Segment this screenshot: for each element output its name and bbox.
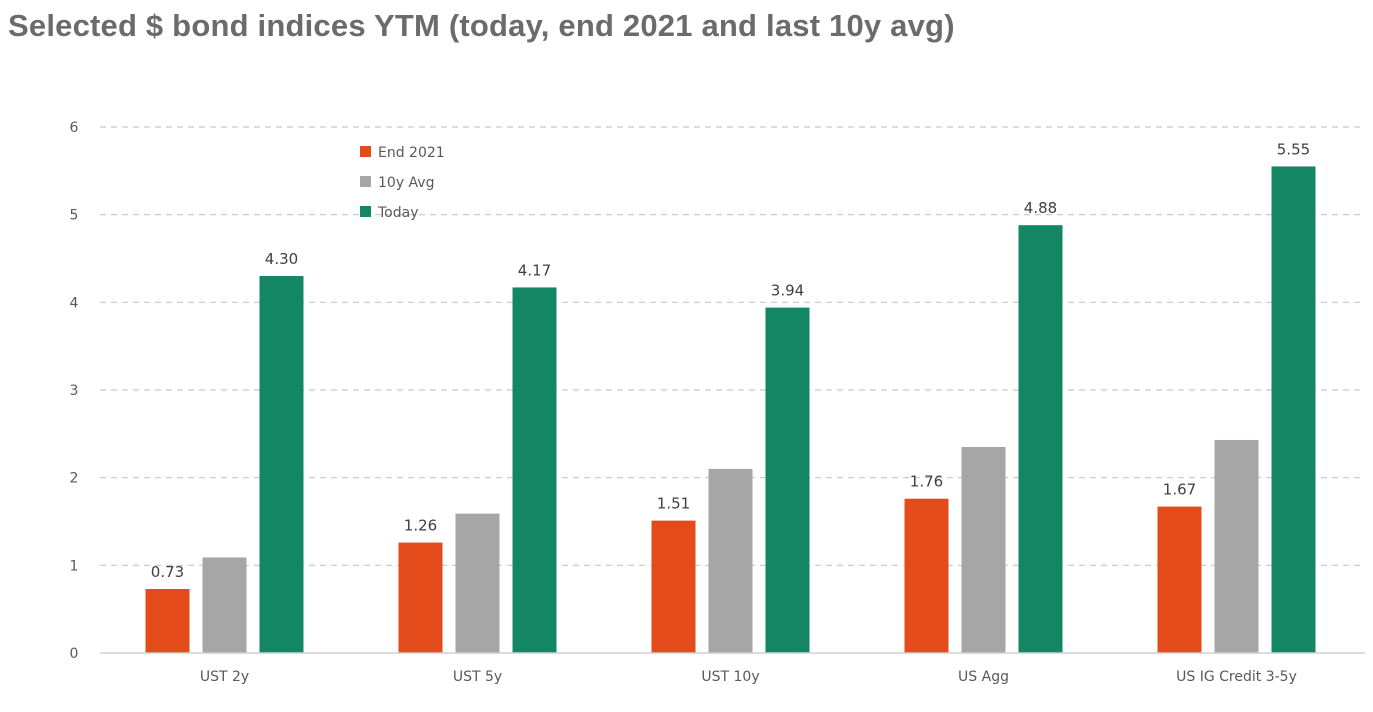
bar-today-4	[1271, 166, 1316, 653]
x-axis: UST 2y UST 5y UST 10y US Agg US IG Credit 3-…	[100, 652, 1365, 685]
data-label: 0.73	[151, 563, 184, 581]
legend-swatch	[360, 206, 371, 217]
bar-today-3	[1018, 225, 1063, 654]
y-tick-label: 6	[70, 120, 79, 136]
data-label: 4.30	[265, 250, 298, 268]
bar-end-2021-3	[904, 498, 949, 653]
legend: End 2021 10y Avg Today	[360, 145, 445, 221]
data-label: 4.17	[518, 261, 551, 279]
legend-entry: 10y Avg	[378, 175, 434, 191]
bar-10y-avg-4	[1214, 439, 1259, 653]
y-axis: 0 1 2 3 4 5 6	[70, 120, 79, 662]
y-tick-label: 5	[70, 208, 79, 224]
y-tick-label: 2	[70, 471, 79, 487]
data-label: 1.26	[404, 517, 437, 535]
y-tick-label: 1	[70, 558, 79, 574]
legend-entry: End 2021	[378, 145, 445, 161]
bar-today-2	[765, 307, 810, 653]
x-tick-label: UST 2y	[200, 669, 249, 685]
legend-swatch	[360, 176, 371, 187]
bar-10y-avg-3	[961, 446, 1006, 653]
legend-swatch	[360, 146, 371, 157]
data-label: 1.76	[910, 473, 943, 491]
data-label: 1.51	[657, 495, 690, 513]
data-label: 3.94	[771, 282, 804, 300]
bar-end-2021-4	[1157, 506, 1202, 653]
data-label: 5.55	[1277, 140, 1310, 158]
data-label: 1.67	[1163, 481, 1196, 499]
bar-10y-avg-1	[455, 513, 500, 653]
bar-10y-avg-0	[202, 557, 247, 653]
bar-10y-avg-2	[708, 468, 753, 653]
x-tick-label: UST 10y	[701, 669, 759, 685]
bar-end-2021-2	[651, 520, 696, 653]
bar-end-2021-1	[398, 542, 443, 653]
bar-today-1	[512, 287, 557, 653]
chart-title: Selected $ bond indices YTM (today, end …	[8, 8, 955, 43]
bar-end-2021-0	[145, 589, 190, 653]
x-tick-label: US Agg	[958, 669, 1009, 685]
legend-entry: Today	[377, 205, 419, 221]
x-tick-label: UST 5y	[453, 669, 502, 685]
y-tick-label: 0	[70, 646, 79, 662]
y-tick-label: 3	[70, 383, 79, 399]
x-tick-label: US IG Credit 3-5y	[1176, 669, 1297, 685]
bar-today-0	[259, 276, 304, 653]
data-label: 4.88	[1024, 199, 1057, 217]
bar-group: 0.73 4.30 1.26 4.17 1.51 3.94 1.76 4.88 1.67 5.55	[145, 140, 1316, 654]
y-tick-label: 4	[70, 295, 79, 311]
